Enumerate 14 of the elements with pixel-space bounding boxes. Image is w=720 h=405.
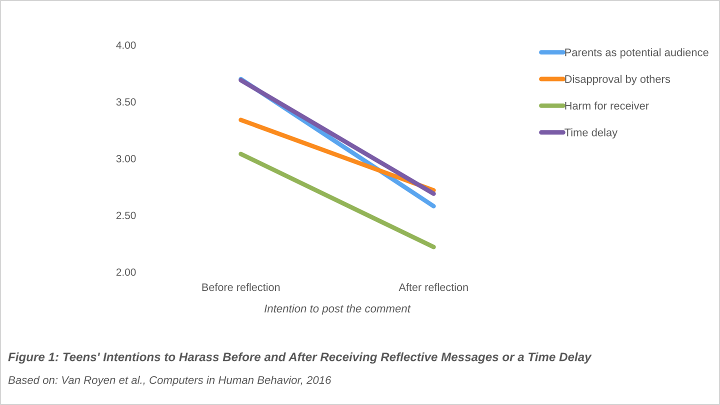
- text: Figure 1: Teens' Intentions to Harass Before and After Receiving Reflective Messages or a Time Delay: [8, 352, 592, 364]
- y-tick-label: 3.00: [116, 155, 136, 162]
- y-tick-label: 4.00: [116, 42, 136, 49]
- legend-label: Disapproval by others: [565, 74, 670, 86]
- x-tick-label: Before reflection: [202, 283, 280, 292]
- y-tick-label: 2.00: [116, 268, 136, 276]
- legend-label: Time delay: [564, 128, 618, 139]
- x-tick-label: After reflection: [398, 283, 468, 292]
- legend-label: Parents as potential audience: [565, 48, 708, 58]
- y-tick-label: 3.50: [116, 98, 136, 106]
- text: Based on: Van Royen et al., Computers in Human Behavior, 2016: [8, 376, 332, 386]
- x-axis-title: Intention to post the comment: [264, 304, 411, 315]
- y-tick-label: 2.50: [116, 212, 136, 220]
- legend-label: Harm for receiver: [565, 102, 649, 110]
